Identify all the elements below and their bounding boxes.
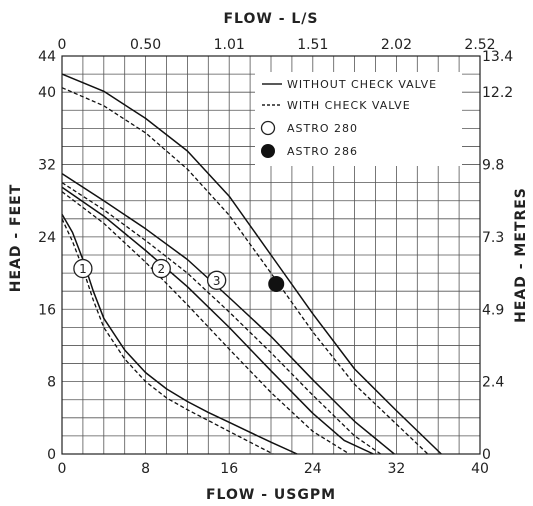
- tick-labels: 0 8 16 24 32 400 0.50 1.01 1.51 2.02 2.52081624324…: [38, 37, 513, 477]
- top-axis-title: FLOW - L/S: [223, 11, 318, 27]
- y-left-tick-label: 24: [38, 230, 56, 246]
- y-right-tick-label: 9.8: [482, 158, 504, 174]
- x-top-tick-label: 1.51: [297, 37, 328, 53]
- x-bottom-tick-label: 32: [387, 461, 405, 477]
- legend-label-with-check-valve: WITH CHECK VALVE: [287, 99, 411, 112]
- curve-2-with-check-valve-line: [61, 191, 350, 455]
- x-top-tick-label: 1.01: [214, 37, 245, 53]
- right-axis-title: HEAD - METRES: [513, 187, 529, 323]
- astro-280-marker-2: [151, 258, 171, 279]
- x-top-tick-label: 0: [58, 37, 67, 53]
- marker-label-1: 1: [79, 262, 87, 276]
- curve-1-with-check-valve-line: [61, 218, 274, 455]
- plot-frame: [61, 55, 481, 455]
- y-right-tick-label: 12.2: [482, 85, 513, 101]
- curve-3-without-check-valve-line: [61, 172, 395, 455]
- marker-label-2: 2: [157, 262, 165, 276]
- x-top-tick-label: 0.50: [130, 37, 161, 53]
- legend-filled-circle-symbol: [261, 144, 275, 158]
- y-left-tick-label: 0: [47, 447, 56, 463]
- curve-2-without-check-valve-line: [61, 186, 374, 455]
- legend-label-astro-280: ASTRO 280: [287, 122, 358, 135]
- x-bottom-tick-label: 40: [471, 461, 489, 477]
- x-bottom-tick-label: 0: [58, 461, 67, 477]
- legend-open-circle-symbol: [260, 120, 276, 136]
- legend-label-astro-286: ASTRO 286: [287, 145, 358, 158]
- y-left-tick-label: 32: [38, 158, 56, 174]
- astro-280-marker-3: [207, 270, 227, 290]
- legend-background: [255, 72, 462, 166]
- y-left-tick-label: 16: [38, 302, 56, 318]
- curve-3-with-check-valve-line: [61, 182, 382, 455]
- y-left-tick-label: 40: [38, 85, 56, 101]
- y-left-tick-label: 44: [38, 49, 56, 65]
- y-right-tick-label: 7.3: [482, 230, 504, 246]
- legend: WITHOUT CHECK VALVE WITH CHECK VALVE AST…: [255, 72, 462, 166]
- astro-286-marker: [268, 275, 285, 292]
- bottom-axis-title: FLOW - USGPM: [206, 487, 336, 503]
- x-top-tick-label: 2.52: [464, 37, 495, 53]
- y-right-tick-label: 13.4: [482, 49, 513, 65]
- y-left-tick-label: 8: [47, 375, 56, 391]
- y-right-tick-label: 4.9: [482, 302, 504, 318]
- left-axis-title: HEAD - FEET: [8, 184, 24, 293]
- curve-markers: 1 2 3: [73, 258, 285, 292]
- curve-4-with-check-valve-line: [61, 87, 429, 455]
- x-bottom-tick-label: 24: [304, 461, 322, 477]
- y-right-tick-label: 0: [482, 447, 491, 463]
- x-bottom-tick-label: 8: [141, 461, 150, 477]
- x-top-tick-label: 2.02: [381, 37, 412, 53]
- curve-4-without-check-valve-line: [61, 73, 442, 455]
- marker-label-3: 3: [213, 274, 221, 288]
- legend-label-without-check-valve: WITHOUT CHECK VALVE: [287, 78, 437, 91]
- astro-280-marker-1: [73, 258, 93, 279]
- x-bottom-tick-label: 16: [220, 461, 238, 477]
- y-right-tick-label: 2.4: [482, 375, 504, 391]
